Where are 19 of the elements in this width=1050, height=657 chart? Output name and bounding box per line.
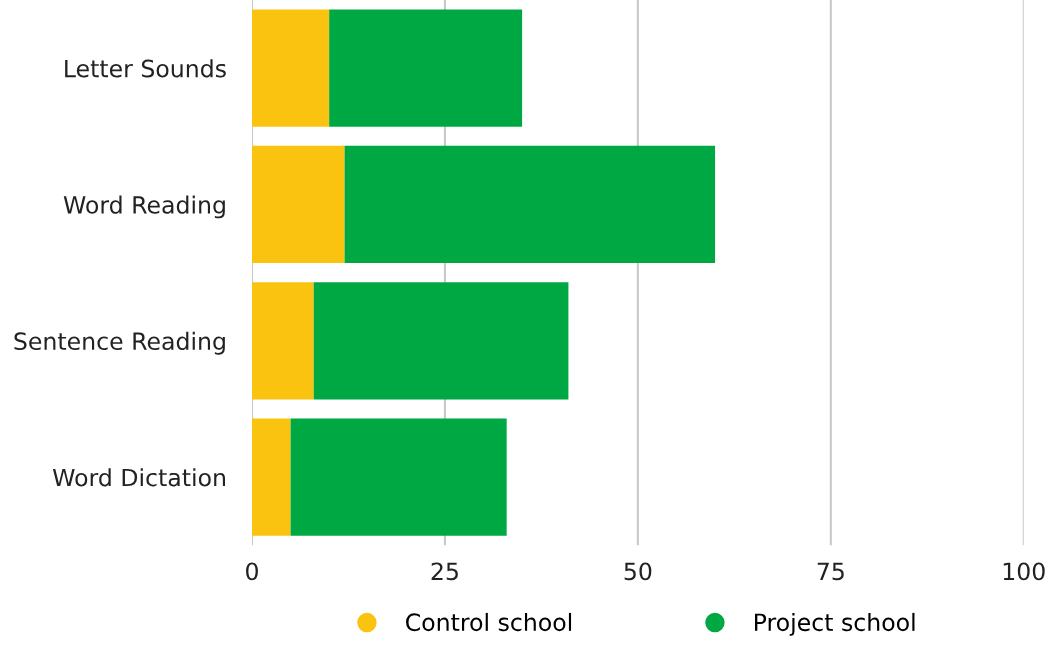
x-tick-label: 25 (431, 562, 458, 581)
y-tick-label: Letter Sounds (65, 59, 226, 78)
y-tick-label: Word Reading (63, 195, 225, 219)
bar (290, 418, 507, 536)
x-tick-label: 50 (624, 562, 652, 581)
bar (344, 145, 716, 264)
bar (329, 9, 523, 127)
bar (252, 9, 330, 127)
bar (313, 282, 569, 400)
bar (252, 145, 345, 264)
bar (252, 418, 291, 536)
bar (252, 282, 314, 400)
y-tick-label: Word Dictation (52, 468, 225, 487)
legend-label: Control school (406, 612, 572, 632)
y-tick-label: Sentence Reading (14, 331, 225, 355)
x-tick-label: 0 (246, 562, 258, 581)
x-tick-label: 75 (817, 562, 844, 581)
x-tick-label: 100 (1003, 562, 1045, 581)
legend-label: Project school (755, 612, 915, 636)
